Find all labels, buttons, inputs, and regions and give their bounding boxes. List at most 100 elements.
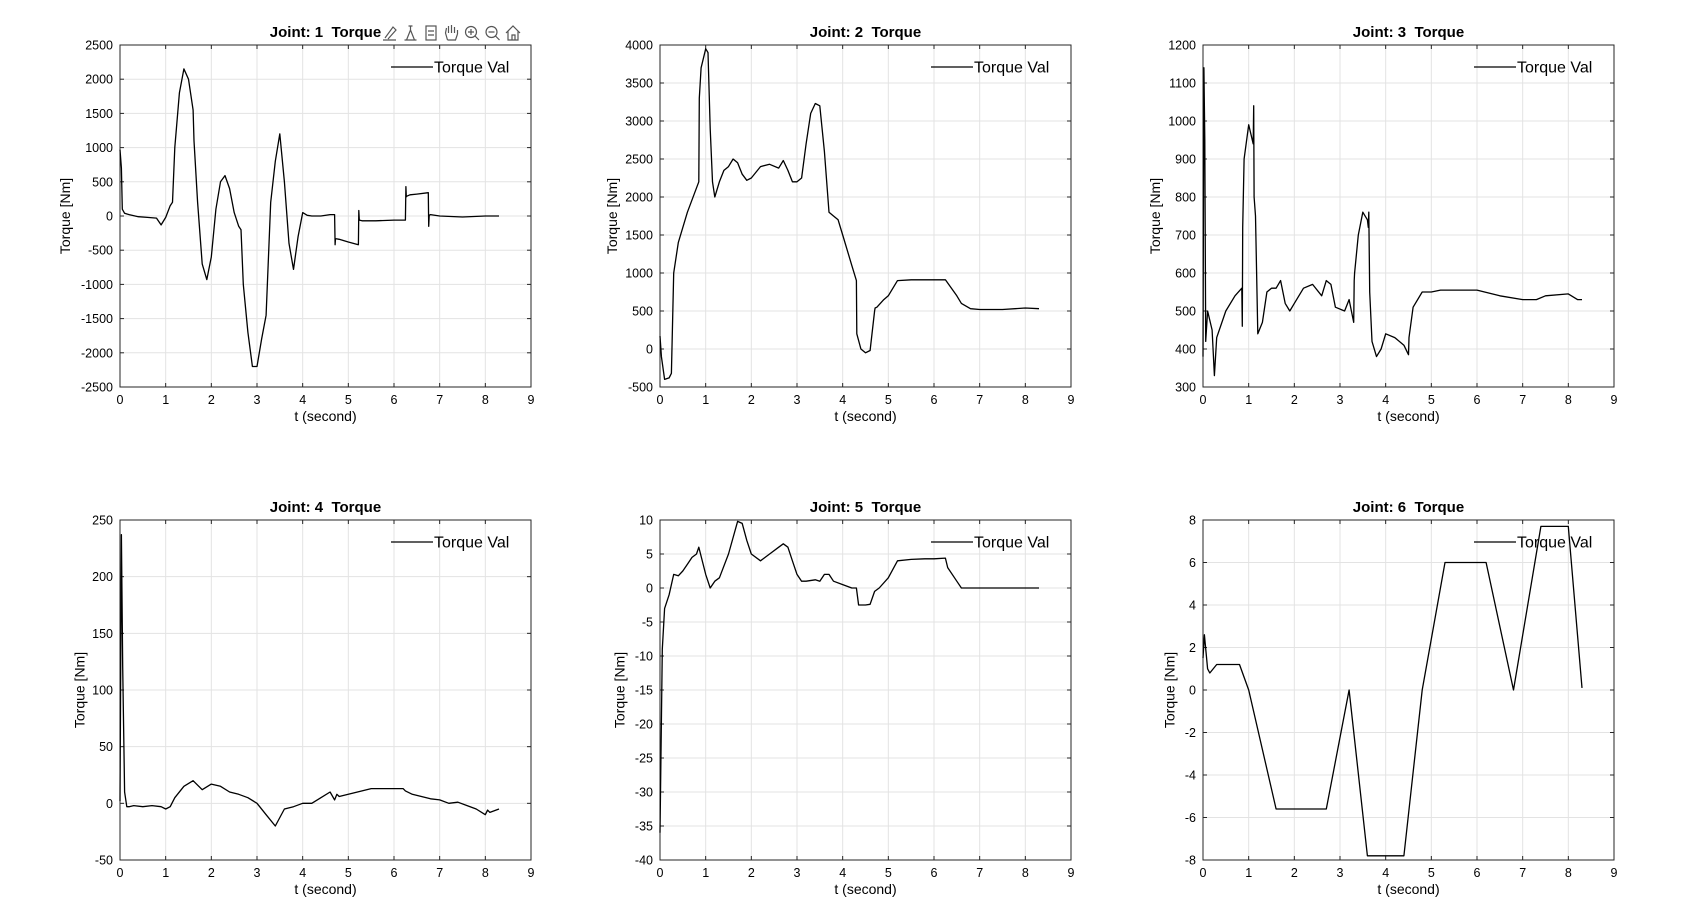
y-tick-label: -500 <box>628 381 653 395</box>
x-tick-label: 3 <box>794 393 801 407</box>
y-axis-label: Torque [Nm] <box>57 178 73 254</box>
x-tick-label: 2 <box>208 866 215 880</box>
chart-title: Joint: 1 Torque <box>270 24 381 41</box>
plot-area[interactable] <box>660 45 1071 387</box>
x-tick-label: 2 <box>1291 393 1298 407</box>
y-tick-label: 1500 <box>625 229 653 243</box>
legend-label: Torque Val <box>434 60 509 77</box>
subplot-joint-4: 0 1 2 3 4 5 6 7 8 9 -50 0 50 100 150 200 250 Joint: 4 Tor… <box>71 499 534 897</box>
x-tick-label: 8 <box>1565 866 1572 880</box>
legend[interactable]: Torque Val <box>931 535 1049 552</box>
legend[interactable]: Torque Val <box>931 60 1049 77</box>
axes-box <box>659 44 1072 388</box>
legend[interactable]: Torque Val <box>1474 60 1592 77</box>
export-icon[interactable] <box>425 25 437 41</box>
x-tick-label: 6 <box>931 866 938 880</box>
y-tick-label: -20 <box>635 718 653 732</box>
x-tick-label: 9 <box>528 866 535 880</box>
zoom-in-icon[interactable] <box>464 25 480 41</box>
zoom-out-icon[interactable] <box>485 25 500 41</box>
legend-label: Torque Val <box>1517 60 1592 77</box>
y-axis-label: Torque [Nm] <box>604 178 620 254</box>
y-tick-label: 5 <box>646 548 653 562</box>
y-axis-label: Torque [Nm] <box>611 652 627 728</box>
x-tick-label: 4 <box>1382 393 1389 407</box>
y-tick-label: 0 <box>1189 684 1196 698</box>
plot-area[interactable] <box>1203 45 1614 387</box>
y-tick-label: -1500 <box>81 312 113 326</box>
x-tick-label: 5 <box>345 393 352 407</box>
y-tick-label: 500 <box>92 175 113 189</box>
brush-icon[interactable] <box>383 26 397 41</box>
y-tick-label: 0 <box>646 343 653 357</box>
y-tick-label: 100 <box>92 684 113 698</box>
series-line-torque-val <box>119 68 499 368</box>
x-tick-label: 3 <box>1337 393 1344 407</box>
data-tips-icon[interactable] <box>404 25 417 41</box>
y-tick-label: 4000 <box>625 39 653 53</box>
x-tick-label: 5 <box>345 866 352 880</box>
x-tick-label: 6 <box>1474 393 1481 407</box>
x-tick-label: 0 <box>117 866 124 880</box>
x-tick-label: 4 <box>839 393 846 407</box>
chart-title: Joint: 2 Torque <box>810 24 921 41</box>
x-tick-label: 2 <box>1291 866 1298 880</box>
y-tick-label: 1200 <box>1168 39 1196 53</box>
x-tick-label: 1 <box>162 393 169 407</box>
chart-title: Joint: 3 Torque <box>1353 24 1464 41</box>
legend[interactable]: Torque Val <box>391 535 509 552</box>
y-tick-label: 150 <box>92 627 113 641</box>
y-tick-label: -6 <box>1185 811 1196 825</box>
x-tick-label: 3 <box>254 393 261 407</box>
x-tick-label: 3 <box>1337 866 1344 880</box>
x-tick-label: 2 <box>748 393 755 407</box>
x-axis-label: t (second) <box>834 408 896 424</box>
x-axis-label: t (second) <box>294 408 356 424</box>
y-axis-label: Torque [Nm] <box>1147 178 1163 254</box>
y-tick-label: -8 <box>1185 854 1196 868</box>
x-tick-label: 8 <box>1022 393 1029 407</box>
y-tick-label: 700 <box>1175 229 1196 243</box>
y-tick-label: 600 <box>1175 267 1196 281</box>
x-tick-label: 4 <box>1382 866 1389 880</box>
x-tick-label: 0 <box>117 393 124 407</box>
subplot-joint-6: 0 1 2 3 4 5 6 7 8 9 -8 -6 -4 -2 0 2 4 6 8 Joint: 6 Torque t … <box>1162 499 1618 897</box>
x-tick-label: 4 <box>299 866 306 880</box>
y-tick-label: -4 <box>1185 769 1196 783</box>
y-tick-label: -2 <box>1185 726 1196 740</box>
y-tick-label: 500 <box>632 305 653 319</box>
x-tick-label: 9 <box>1611 866 1618 880</box>
x-tick-label: 4 <box>839 866 846 880</box>
y-tick-label: 200 <box>92 570 113 584</box>
y-tick-label: 250 <box>92 514 113 528</box>
x-tick-label: 5 <box>1428 866 1435 880</box>
legend[interactable]: Torque Val <box>391 60 509 77</box>
y-tick-label: -2000 <box>81 346 113 360</box>
x-tick-label: 0 <box>1200 866 1207 880</box>
x-tick-label: 3 <box>794 866 801 880</box>
y-tick-label: 1000 <box>625 267 653 281</box>
x-tick-label: 9 <box>528 393 535 407</box>
pan-hand-icon[interactable] <box>444 25 459 41</box>
x-tick-label: 1 <box>162 866 169 880</box>
x-tick-label: 7 <box>976 393 983 407</box>
legend[interactable]: Torque Val <box>1474 535 1592 552</box>
y-tick-label: 500 <box>1175 305 1196 319</box>
x-tick-label: 7 <box>976 866 983 880</box>
y-tick-label: 2 <box>1189 641 1196 655</box>
subplot-joint-5: 0 1 2 3 4 5 6 7 8 9 -40 -35 -30 -25 -20 -15 -10 -5 0 5 10 Joi… <box>611 499 1074 897</box>
y-tick-label: 6 <box>1189 556 1196 570</box>
home-icon[interactable] <box>505 25 521 41</box>
chart-title: Joint: 4 Torque <box>270 499 381 516</box>
x-tick-label: 6 <box>391 393 398 407</box>
x-tick-label: 5 <box>885 393 892 407</box>
y-tick-label: -1000 <box>81 278 113 292</box>
x-tick-label: 0 <box>657 866 664 880</box>
y-tick-label: 8 <box>1189 514 1196 528</box>
x-tick-label: 1 <box>1245 393 1252 407</box>
x-axis-label: t (second) <box>294 881 356 897</box>
x-tick-label: 7 <box>1519 393 1526 407</box>
y-tick-label: -30 <box>635 786 653 800</box>
y-tick-label: 4 <box>1189 599 1196 613</box>
y-tick-label: -25 <box>635 752 653 766</box>
